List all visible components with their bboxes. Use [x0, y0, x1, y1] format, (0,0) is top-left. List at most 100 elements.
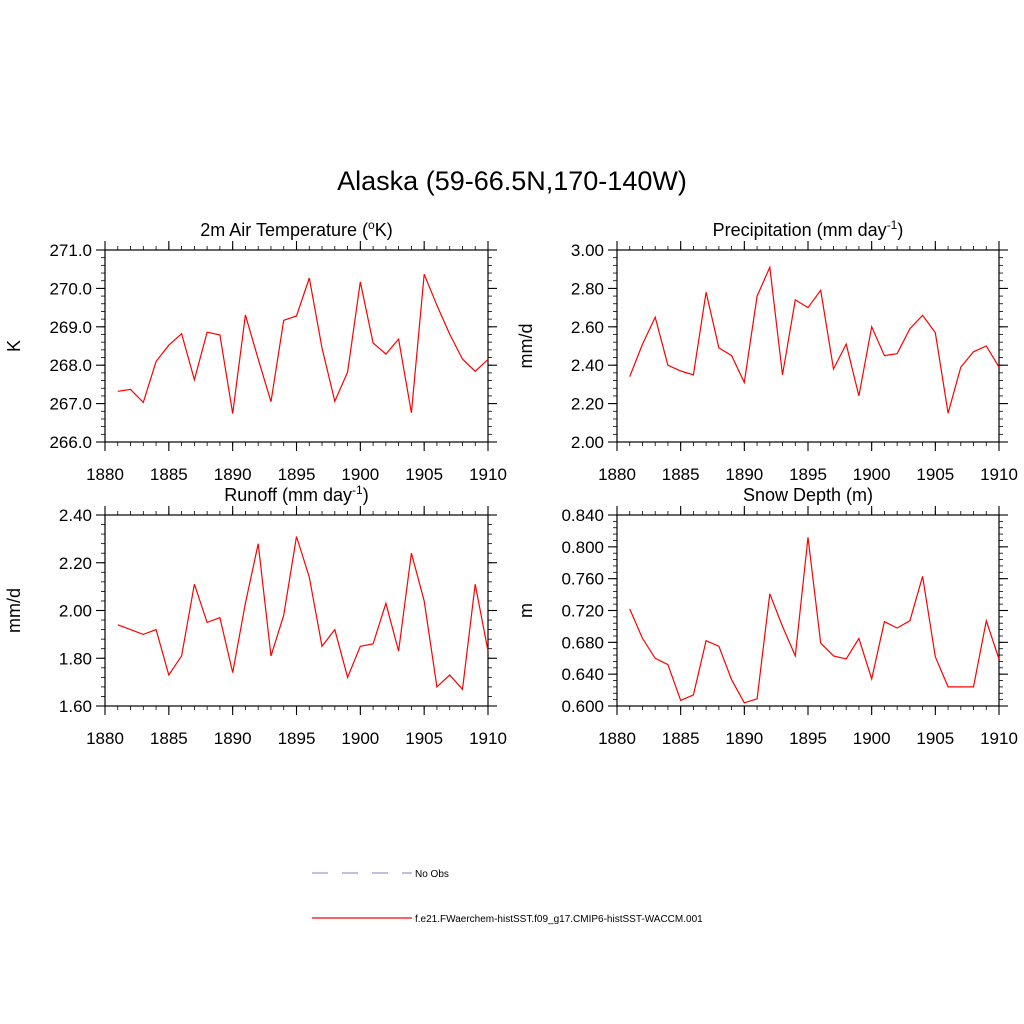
panel-title-text: ) — [363, 485, 369, 505]
data-point — [283, 319, 285, 321]
data-point — [870, 326, 872, 328]
data-point — [449, 674, 451, 676]
data-point — [321, 347, 323, 349]
x-tick-label: 1895 — [278, 729, 316, 748]
y-axis-label: mm/d — [516, 324, 536, 369]
y-tick-label: 2.00 — [59, 602, 92, 621]
panel-title-text: K) — [375, 220, 393, 240]
data-point — [921, 314, 923, 316]
data-point — [807, 536, 809, 538]
data-point — [985, 620, 987, 622]
data-point — [832, 655, 834, 657]
data-point — [909, 328, 911, 330]
data-point — [909, 620, 911, 622]
data-point — [180, 655, 182, 657]
data-point — [142, 633, 144, 635]
data-point — [679, 699, 681, 701]
y-tick-label: 0.720 — [561, 602, 604, 621]
y-tick-label: 2.60 — [571, 318, 604, 337]
series-line — [629, 537, 1000, 704]
plot-frame — [104, 249, 489, 443]
data-point — [155, 628, 157, 630]
data-point — [270, 655, 272, 657]
panel-title-text: Snow Depth (m) — [743, 485, 873, 505]
x-tick-label: 1885 — [150, 729, 188, 748]
data-point — [743, 702, 745, 704]
y-tick-label: 1.60 — [59, 697, 92, 716]
data-point — [436, 686, 438, 688]
data-point — [346, 371, 348, 373]
y-tick-label: 0.600 — [561, 697, 604, 716]
data-point — [270, 400, 272, 402]
data-point — [142, 401, 144, 403]
page-title: Alaska (59-66.5N,170-140W) — [337, 166, 687, 196]
x-tick-label: 1880 — [86, 465, 124, 484]
x-tick-label: 1885 — [150, 465, 188, 484]
legend: No Obs f.e21.FWaerchem-histSST.f09_g17.CM… — [312, 869, 703, 925]
data-point — [295, 315, 297, 317]
data-point — [883, 620, 885, 622]
data-point — [641, 343, 643, 345]
panel-1: 266.0 267.0 268.0 269.0 270.0 271.0 1880 1885 18… — [4, 218, 507, 484]
data-point — [832, 368, 834, 370]
data-point — [487, 358, 489, 360]
data-point — [947, 412, 949, 414]
y-axis-label: m — [516, 603, 536, 618]
data-point — [231, 412, 233, 414]
data-point — [972, 686, 974, 688]
x-tick-label: 1880 — [86, 729, 124, 748]
data-point — [756, 295, 758, 297]
x-tick-label: 1880 — [598, 729, 636, 748]
data-point — [487, 650, 489, 652]
data-point — [718, 645, 720, 647]
data-point — [372, 643, 374, 645]
data-point — [231, 671, 233, 673]
data-point — [193, 583, 195, 585]
y-tick-label: 2.20 — [571, 395, 604, 414]
data-point — [934, 331, 936, 333]
plot-frame — [616, 249, 1000, 443]
data-point — [257, 542, 259, 544]
data-point — [858, 395, 860, 397]
x-tick-label: 1910 — [469, 465, 507, 484]
data-point — [436, 304, 438, 306]
panels: 266.0 267.0 268.0 269.0 270.0 271.0 1880 1885 18… — [4, 218, 1018, 748]
y-tick-label: 268.0 — [49, 356, 92, 375]
x-tick-label: 1910 — [980, 729, 1018, 748]
series-line — [629, 265, 1000, 414]
x-tick-label: 1900 — [853, 729, 891, 748]
data-point — [667, 663, 669, 665]
data-point — [219, 334, 221, 336]
x-tick-label: 1890 — [725, 729, 763, 748]
panel-2: 2.00 2.20 2.40 2.60 2.80 3.00 1880 1885 1890 1895… — [516, 218, 1018, 484]
x-tick-label: 1880 — [598, 465, 636, 484]
panel-4: 0.600 0.640 0.680 0.720 0.760 0.800 0.840 1880 1… — [516, 485, 1018, 748]
data-point — [756, 698, 758, 700]
x-tick-label: 1900 — [341, 465, 379, 484]
data-point — [629, 608, 631, 610]
data-point — [960, 686, 962, 688]
panel-title-text: Runoff (mm day — [224, 485, 352, 505]
data-point — [934, 655, 936, 657]
data-point — [781, 374, 783, 376]
data-point — [705, 640, 707, 642]
data-point — [692, 694, 694, 696]
data-point — [998, 366, 1000, 368]
data-point — [629, 376, 631, 378]
data-point — [896, 627, 898, 629]
data-point — [960, 366, 962, 368]
data-point — [820, 289, 822, 291]
x-tick-label: 1890 — [725, 465, 763, 484]
data-point — [168, 674, 170, 676]
panel-title-superscript: o — [368, 218, 375, 232]
data-point — [718, 347, 720, 349]
x-tick-label: 1895 — [278, 465, 316, 484]
y-tick-label: 1.80 — [59, 649, 92, 668]
data-point — [244, 602, 246, 604]
legend-label-1: No Obs — [415, 869, 449, 880]
series-line — [117, 273, 489, 414]
x-tick-label: 1910 — [980, 465, 1018, 484]
data-point — [117, 390, 119, 392]
data-point — [346, 676, 348, 678]
y-tick-label: 2.20 — [59, 554, 92, 573]
